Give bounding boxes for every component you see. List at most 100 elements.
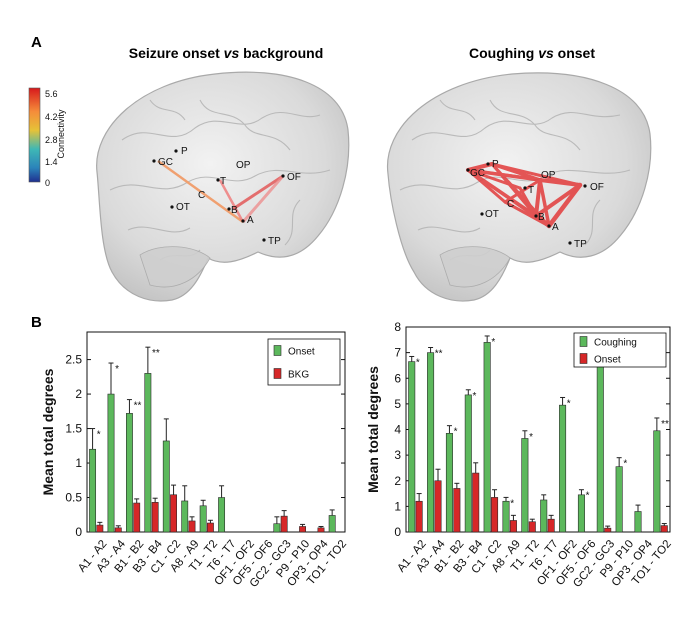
colorbar-tick: 1.4 (45, 157, 58, 167)
node-op: OP (236, 160, 251, 171)
node-p: P (486, 159, 499, 170)
bar-bkg (170, 494, 177, 533)
bar-bkg (188, 520, 196, 533)
node-c: C (198, 190, 205, 201)
bar-onset (144, 373, 152, 533)
bar-bkg (114, 527, 122, 533)
legend-swatch-onset (273, 345, 282, 356)
bar-coughing (408, 361, 416, 533)
brain-left-gyri (109, 99, 331, 261)
legend-label-onset: Onset (594, 355, 621, 366)
significance-marker: ** (152, 348, 160, 359)
legend-swatch-bkg (273, 368, 282, 379)
svg-text:OP: OP (541, 170, 556, 181)
legend-label-onset: Onset (288, 347, 315, 358)
colorbar-tick: 2.8 (45, 135, 58, 145)
significance-marker: * (115, 364, 119, 375)
bar-coughing (615, 466, 623, 533)
brain-right: GC P OP OF T C OT B A TP (386, 72, 652, 302)
y-tick-label: 6 (394, 371, 401, 385)
brain-right-cerebellum (439, 246, 511, 288)
bar-bkg (317, 527, 325, 533)
colorbar-tick: 4.2 (45, 112, 58, 122)
bar-onset (660, 525, 668, 533)
bar-coughing (464, 394, 472, 533)
edge-left-gc-a (157, 160, 244, 223)
node-tp: TP (262, 236, 281, 247)
bar-coughing (634, 511, 642, 533)
svg-text:TP: TP (268, 236, 281, 247)
bar-coughing (445, 433, 453, 533)
bar-onset (218, 497, 226, 533)
node-b: B (534, 212, 545, 223)
brain-left: GC P OP OF T C OT B A TP (96, 71, 350, 302)
plot-frame (86, 331, 346, 533)
bar-coughing (483, 342, 491, 533)
y-tick-label: 3 (394, 448, 401, 462)
edge-right-op-a (538, 178, 551, 228)
y-tick-label: 0 (75, 525, 82, 539)
y-axis-label: Mean total degrees (40, 368, 56, 495)
bar-onset (89, 448, 97, 533)
svg-text:OT: OT (176, 202, 190, 213)
bar-onset (107, 393, 115, 533)
svg-text:T: T (220, 176, 226, 187)
colorbar-title: Connectivity (56, 109, 66, 159)
bar-coughing (521, 438, 529, 533)
y-tick-label: 7 (394, 346, 401, 360)
significance-marker: * (416, 357, 420, 368)
svg-text:C: C (507, 199, 514, 210)
legend-box (573, 332, 667, 368)
node-a: A (241, 215, 254, 226)
bar-coughing (596, 366, 604, 533)
y-tick-label: 0.5 (65, 491, 82, 505)
svg-text:B: B (231, 205, 238, 216)
legend-label-coughing: Coughing (594, 338, 637, 349)
y-tick-label: 1.5 (65, 422, 82, 436)
significance-marker: * (473, 391, 477, 402)
legend-label-bkg: BKG (288, 370, 309, 381)
significance-marker: ** (661, 419, 669, 430)
colorbar-tick: 0 (45, 178, 50, 188)
bar-bkg (206, 522, 214, 533)
bar-onset (415, 500, 423, 533)
bar-onset (509, 520, 517, 533)
panel-label-b: B (31, 314, 42, 331)
y-tick-label: 2.5 (65, 353, 82, 367)
y-tick-label: 2 (394, 474, 401, 488)
svg-text:P: P (492, 159, 499, 170)
bar-onset (604, 527, 612, 533)
node-tp: TP (568, 239, 587, 250)
node-gc: GC (466, 168, 485, 179)
node-of: OF (583, 182, 604, 193)
significance-marker: * (491, 337, 495, 348)
svg-text:B: B (538, 212, 545, 223)
brain-title-left: Seizure onset vs background (129, 45, 324, 61)
node-c: C (507, 199, 514, 210)
y-tick-label: 8 (394, 320, 401, 334)
brain-left-cerebellum (139, 246, 211, 288)
bar-bkg (299, 526, 306, 533)
bar-onset (328, 515, 336, 533)
bar-onset (528, 521, 536, 533)
significance-marker: * (97, 430, 101, 441)
node-a: A (547, 222, 559, 233)
bar-coughing (653, 430, 661, 533)
bar-bkg (96, 524, 104, 533)
svg-text:OF: OF (287, 172, 301, 183)
bar-onset (434, 480, 442, 533)
significance-marker: * (510, 498, 514, 509)
node-op: OP (541, 170, 556, 181)
bar-coughing (427, 352, 435, 533)
y-axis-label: Mean total degrees (365, 366, 381, 493)
y-tick-label: 1 (394, 499, 401, 513)
legend-swatch-coughing (579, 336, 588, 347)
bar-bkg (151, 502, 159, 533)
svg-text:GC: GC (470, 168, 485, 179)
bar-onset (162, 440, 170, 533)
node-ot: OT (480, 209, 499, 220)
significance-marker: * (454, 427, 458, 438)
bar-onset (547, 518, 555, 533)
